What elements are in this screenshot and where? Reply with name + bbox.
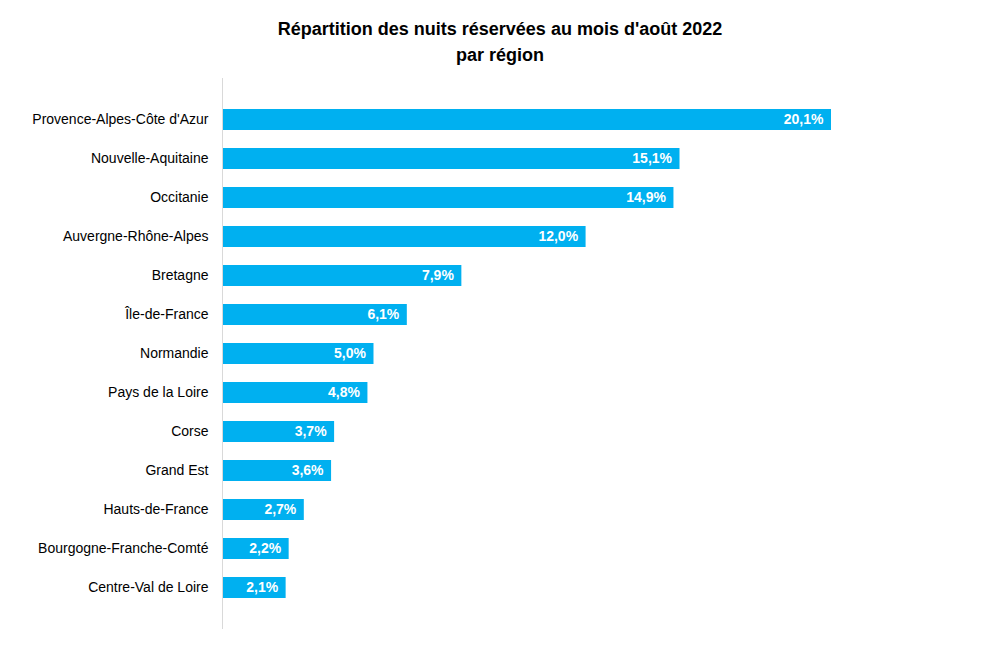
- svg-text:Normandie: Normandie: [140, 345, 209, 361]
- svg-text:Occitanie: Occitanie: [150, 189, 209, 205]
- svg-text:Bourgogne-Franche-Comté: Bourgogne-Franche-Comté: [38, 540, 209, 556]
- svg-text:Île-de-France: Île-de-France: [124, 306, 208, 322]
- svg-text:2,2%: 2,2%: [249, 540, 281, 556]
- svg-text:Hauts-de-France: Hauts-de-France: [103, 501, 208, 517]
- svg-text:Pays de la Loire: Pays de la Loire: [108, 384, 209, 400]
- svg-text:6,1%: 6,1%: [367, 306, 399, 322]
- svg-text:Bretagne: Bretagne: [152, 267, 209, 283]
- svg-text:4,8%: 4,8%: [328, 384, 360, 400]
- svg-text:Auvergne-Rhône-Alpes: Auvergne-Rhône-Alpes: [63, 228, 209, 244]
- svg-text:2,7%: 2,7%: [264, 501, 296, 517]
- svg-text:15,1%: 15,1%: [632, 150, 672, 166]
- svg-text:3,7%: 3,7%: [295, 423, 327, 439]
- html-text:Répartition des nuits réservée: Répartition des nuits réservées au mois …: [277, 19, 723, 65]
- svg-text:12,0%: 12,0%: [538, 228, 578, 244]
- svg-text:Centre-Val de Loire: Centre-Val de Loire: [88, 579, 209, 595]
- svg-text:Grand Est: Grand Est: [145, 462, 208, 478]
- svg-text:20,1%: 20,1%: [784, 111, 824, 127]
- svg-text:14,9%: 14,9%: [626, 189, 666, 205]
- svg-text:3,6%: 3,6%: [292, 462, 324, 478]
- svg-text:Provence-Alpes-Côte d'Azur: Provence-Alpes-Côte d'Azur: [32, 111, 209, 127]
- svg-text:Nouvelle-Aquitaine: Nouvelle-Aquitaine: [91, 150, 209, 166]
- svg-text:Corse: Corse: [171, 423, 209, 439]
- svg-text:5,0%: 5,0%: [334, 345, 366, 361]
- svg-text:7,9%: 7,9%: [422, 267, 454, 283]
- svg-text:2,1%: 2,1%: [246, 579, 278, 595]
